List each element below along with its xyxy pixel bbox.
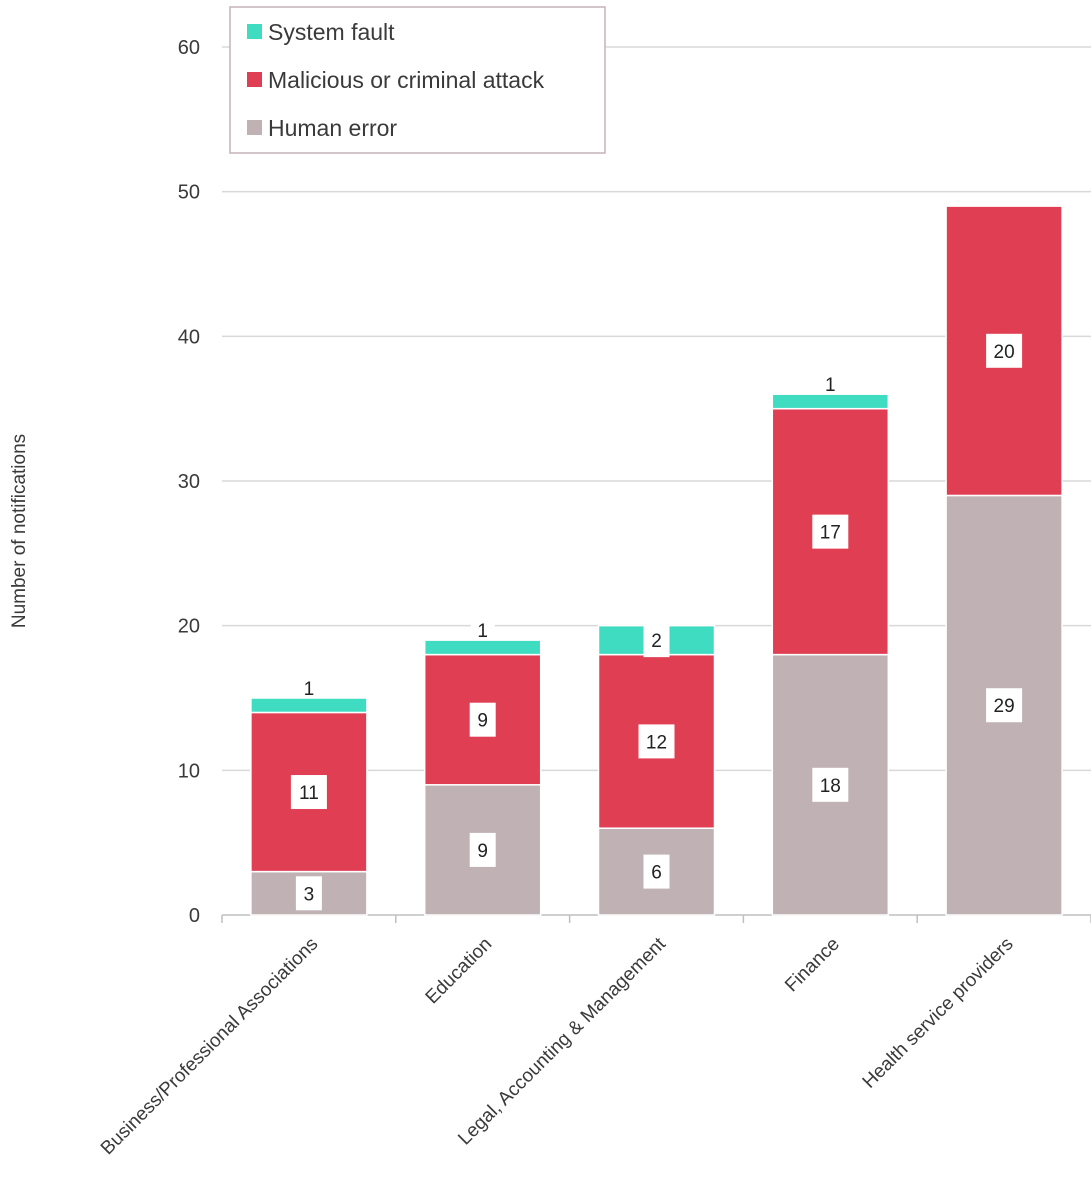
legend: System fault Malicious or criminal attack… xyxy=(229,6,606,154)
data-label-box xyxy=(469,832,496,867)
data-label-box xyxy=(638,724,675,759)
x-axis xyxy=(221,914,1091,923)
data-label-box xyxy=(296,674,321,698)
data-label: 9 xyxy=(477,711,488,732)
data-label-box xyxy=(290,775,327,810)
data-label-box xyxy=(986,333,1023,368)
legend-entry: Malicious or criminal attack xyxy=(268,67,545,93)
y-tick-label: 50 xyxy=(178,182,200,204)
data-label: 20 xyxy=(994,342,1015,363)
legend-box xyxy=(229,6,606,154)
y-tick-label: 20 xyxy=(178,616,200,638)
legend-swatch xyxy=(247,72,262,87)
y-tick-label: 60 xyxy=(178,37,200,59)
x-tick-label: Education xyxy=(422,934,497,1009)
data-label-box xyxy=(470,616,495,641)
data-label: 3 xyxy=(304,884,315,905)
data-label-box xyxy=(818,370,843,395)
data-label: 1 xyxy=(477,621,488,642)
data-label-box xyxy=(986,688,1023,723)
x-tick-label: Health service providers xyxy=(859,934,1018,1093)
y-axis-title: Number of notifications xyxy=(9,434,30,628)
x-tick-label: Finance xyxy=(781,934,844,997)
y-tick-label: 40 xyxy=(178,326,200,348)
data-label-box xyxy=(812,514,849,549)
x-tick-label: Business/Professional Associations xyxy=(97,934,322,1159)
data-label: 17 xyxy=(820,523,841,544)
y-tick-label: 30 xyxy=(178,471,200,493)
data-label: 9 xyxy=(477,841,488,862)
data-label-box xyxy=(469,702,496,737)
category-labels: Business/Professional Associations Educat… xyxy=(97,933,1018,1159)
data-label: 18 xyxy=(820,776,841,797)
bar-segment xyxy=(250,697,368,714)
data-label-box xyxy=(643,854,670,889)
legend-entry: Human error xyxy=(268,115,397,141)
data-label: 1 xyxy=(825,375,836,396)
bar-segment xyxy=(423,639,542,656)
y-tick-label: 0 xyxy=(189,905,200,927)
legend-entry: System fault xyxy=(268,19,395,45)
legend-swatch xyxy=(247,24,262,39)
legend-swatch xyxy=(247,120,262,135)
y-axis-ticks: 0 10 20 30 40 50 60 xyxy=(178,37,200,927)
data-label: 6 xyxy=(651,863,662,884)
data-label: 29 xyxy=(994,696,1015,717)
data-label: 1 xyxy=(304,679,315,700)
data-label: 12 xyxy=(646,732,667,753)
data-label-box xyxy=(812,767,849,802)
bars xyxy=(250,205,1063,916)
data-label-box xyxy=(643,623,670,658)
bar-segment xyxy=(771,393,890,410)
data-label-box xyxy=(295,876,322,911)
data-label: 11 xyxy=(299,783,319,804)
data-label: 2 xyxy=(651,631,662,652)
x-tick-label: Legal, Accounting & Management xyxy=(454,933,670,1149)
y-tick-label: 10 xyxy=(178,760,200,782)
